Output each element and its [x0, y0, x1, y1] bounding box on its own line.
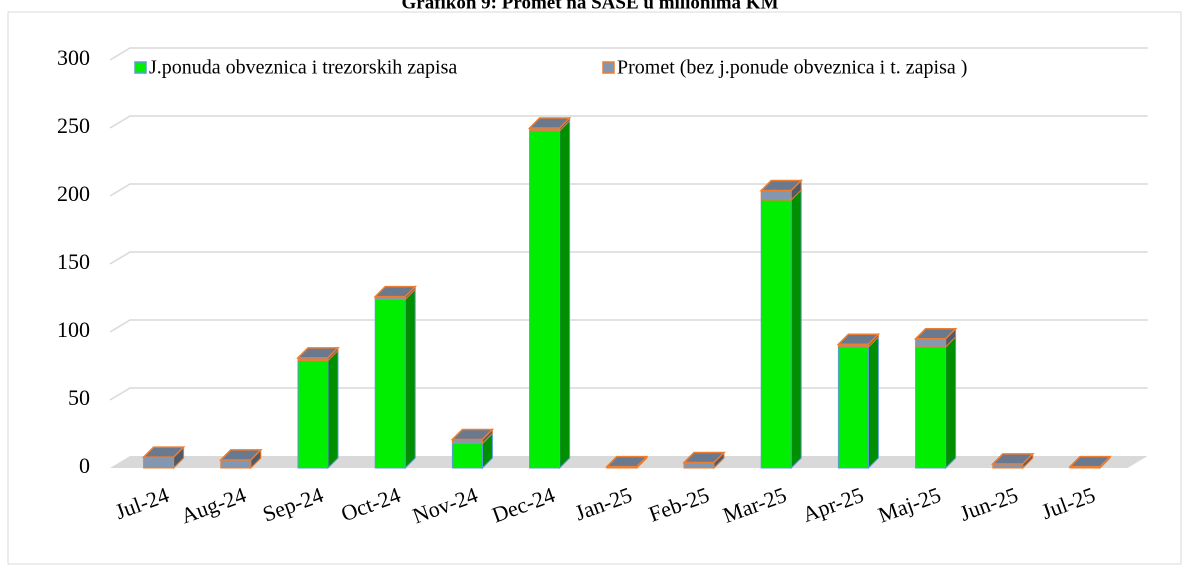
legend-swatch	[602, 61, 615, 74]
bar-top	[759, 179, 804, 192]
grid-line	[109, 387, 1148, 401]
bar-side	[945, 335, 957, 470]
legend-label: J.ponuda obveznica i trezorskih zapisa	[149, 57, 457, 79]
x-tick-label: Jan-25	[572, 482, 636, 526]
x-tick-label: Oct-24	[338, 482, 404, 526]
x-tick-label: Nov-24	[409, 482, 481, 528]
bar-top	[913, 328, 958, 340]
grid-line	[109, 319, 1148, 333]
bar-segment	[143, 456, 175, 469]
bar-top	[527, 117, 572, 129]
x-tick-label: Aug-24	[178, 482, 250, 528]
bar-segment	[374, 298, 406, 469]
legend-label: Promet (bez j.ponude obveznica i t. zapi…	[617, 57, 967, 79]
bar-top	[604, 455, 649, 468]
x-tick-label: Sep-24	[259, 482, 326, 527]
y-tick-label: 200	[57, 181, 90, 206]
x-tick-label: Maj-25	[875, 482, 944, 528]
y-tick-label: 0	[79, 453, 90, 478]
bar-top	[296, 347, 340, 359]
x-tick-label: Jul-24	[112, 482, 172, 524]
chart-title: Grafikon 9: Promet na SASE u milionima K…	[401, 0, 778, 13]
bar-side	[790, 188, 802, 470]
grid-line	[109, 115, 1148, 129]
bar-segment	[451, 443, 483, 469]
bar-top	[682, 451, 726, 464]
bar-side	[404, 288, 416, 470]
x-tick-label: Apr-25	[799, 482, 867, 527]
chart-frame	[7, 11, 1182, 565]
bar-side	[867, 335, 879, 470]
bar-top	[218, 449, 263, 461]
y-tick-label: 250	[57, 113, 90, 138]
bar-top	[990, 453, 1035, 465]
bar-segment	[529, 130, 561, 469]
grid-line	[109, 251, 1148, 265]
bar-top	[450, 428, 495, 441]
bar-segment	[915, 338, 947, 348]
bar-side	[327, 349, 339, 470]
bar-segment	[297, 360, 329, 469]
y-tick-label: 50	[68, 385, 90, 410]
grid-line	[109, 183, 1148, 197]
bar-top	[836, 333, 881, 345]
legend-swatch	[134, 61, 147, 74]
bar-segment	[837, 346, 869, 469]
x-tick-label: Jul-25	[1038, 482, 1098, 524]
x-tick-label: Mar-25	[719, 482, 789, 528]
y-tick-label: 100	[57, 317, 90, 342]
bar-side	[559, 119, 571, 470]
x-tick-label: Feb-25	[645, 482, 712, 527]
bar-segment	[915, 346, 947, 469]
bar-segment	[683, 462, 715, 469]
bar-top	[373, 285, 418, 298]
bar-top	[1068, 455, 1112, 468]
bar-top	[141, 446, 186, 458]
y-tick-label: 300	[57, 45, 90, 70]
x-tick-label: Jun-25	[956, 482, 1021, 526]
bar-segment	[220, 459, 252, 469]
bar-segment	[760, 199, 792, 469]
y-tick-label: 150	[57, 249, 90, 274]
grid-line	[109, 47, 1148, 61]
bar-segment	[760, 190, 792, 201]
x-tick-label: Dec-24	[489, 482, 558, 528]
